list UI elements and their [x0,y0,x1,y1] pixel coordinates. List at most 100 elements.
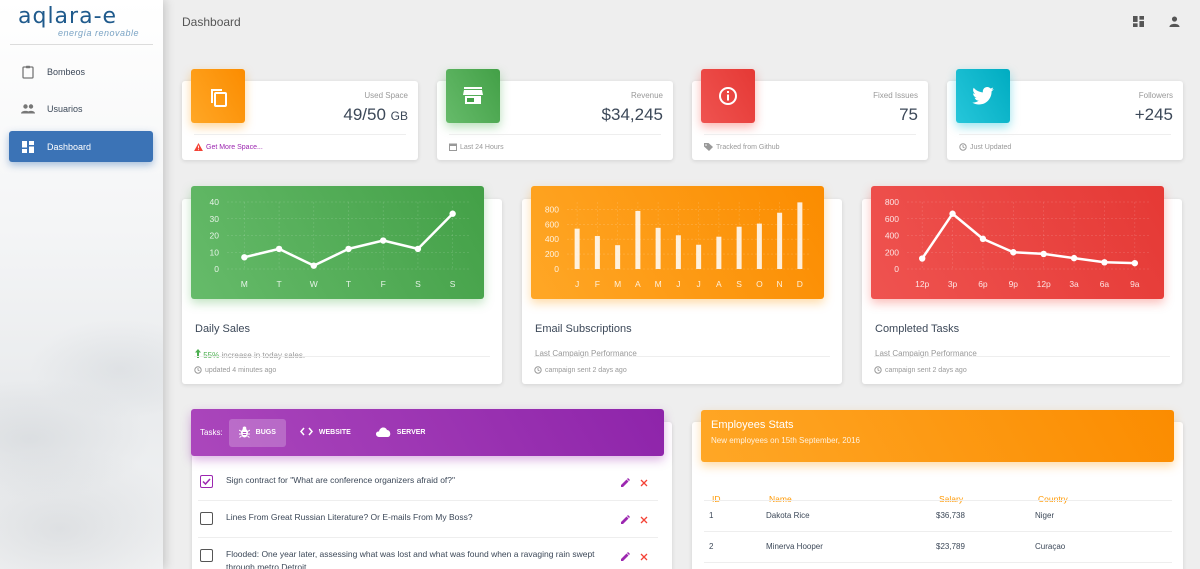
x-tick-label: 9a [1130,279,1140,289]
twitter-icon [956,69,1010,123]
column-header-country: Country [1038,494,1068,504]
chart-footer: campaign sent 2 days ago [874,356,1170,384]
clock-icon [534,365,542,376]
close-icon[interactable] [640,548,648,566]
tab-website[interactable]: WEBSITE [290,419,361,447]
page-title[interactable]: Dashboard [182,15,241,29]
chart-card-completed-tasks: 0 200 400 600 800 12p 3p 6p 9p 12p 3a 6a 9a Complete… [862,186,1182,384]
tasks-tabs-header: Tasks: BUGS WEBSITE SERVER [191,409,664,456]
close-icon[interactable] [640,474,648,492]
x-tick-label: 3a [1069,279,1079,289]
task-actions [621,511,648,529]
logo-text: aqlara-e [18,4,118,29]
bar [797,202,803,269]
cell-salary: $36,738 [936,511,965,520]
cell-id: 1 [709,511,714,520]
x-tick-label: S [736,279,742,289]
stat-value: $34,245 [601,105,663,124]
data-point [449,210,456,217]
y-tick-label: 800 [885,197,899,207]
x-tick-label: M [241,279,248,289]
task-row: Sign contract for "What are conference o… [198,465,658,501]
y-tick-label: 600 [545,219,559,229]
task-checkbox[interactable] [200,549,213,562]
update-icon [959,142,967,153]
bar [675,235,681,269]
task-text: Flooded: One year later, assessing what … [226,549,595,569]
data-point [918,255,926,262]
sidebar-item-label: Dashboard [47,141,92,152]
chart-title: Email Subscriptions [535,323,632,335]
sidebar-item-label: Bombeos [47,66,86,77]
x-tick-label: A [716,279,722,289]
task-checkbox[interactable] [200,512,213,525]
edit-icon[interactable] [621,474,630,492]
tasks-label: Tasks: [200,428,223,437]
email-subscriptions-chart: 0 200 400 600 800 J F M A M J J A S O N D [531,186,824,299]
x-tick-label: 6p [978,279,988,289]
chart-title: Completed Tasks [875,323,960,335]
x-tick-label: O [756,279,763,289]
y-tick-label: 30 [210,214,220,224]
logo[interactable]: aqlara-e energía renovable [18,4,148,42]
data-point [979,235,987,243]
stat-footer: Get More Space... [194,134,406,160]
dashboard-icon[interactable] [1133,14,1145,27]
y-tick-label: 0 [894,264,899,274]
y-tick-label: 10 [210,247,220,257]
sidebar-item-bombeos[interactable]: Bombeos [9,56,153,87]
clipboard-icon [21,65,35,79]
get-more-space-link[interactable]: Get More Space... [206,144,263,151]
data-point [241,254,248,261]
clock-icon [874,365,882,376]
x-tick-label: M [655,279,662,289]
stat-category: Used Space [364,91,408,100]
chart-card-daily-sales: 0 10 20 30 40 M T W T F S S Daily Sales 55% increas… [182,186,502,384]
y-tick-label: 40 [210,197,220,207]
cell-id: 2 [709,542,714,551]
edit-icon[interactable] [621,511,630,529]
sidebar-item-dashboard[interactable]: Dashboard [9,131,153,162]
chart-title: Daily Sales [195,323,251,335]
person-icon[interactable] [1169,14,1181,27]
chart-category: Last Campaign Performance [535,349,637,358]
task-row: Lines From Great Russian Literature? Or … [198,502,658,538]
data-point [1131,259,1139,267]
cloud-icon [375,426,391,439]
close-icon[interactable] [640,511,648,529]
cell-country: Curaçao [1035,542,1066,551]
task-checkbox[interactable] [200,475,213,488]
column-header-salary: Salary [939,494,964,504]
column-header-id: ID [712,494,721,504]
x-tick-label: 12p [915,279,929,289]
y-tick-label: 0 [554,264,559,274]
chart-footer: updated 4 minutes ago [194,356,490,384]
edit-icon[interactable] [621,548,630,566]
column-header-name: Name [769,494,792,504]
sidebar: aqlara-e energía renovable Bombeos Usuar… [0,0,163,569]
x-tick-label: N [777,279,783,289]
x-tick-label: J [697,279,701,289]
warning-icon [194,142,203,153]
tab-bugs[interactable]: BUGS [228,418,286,447]
bar [655,227,661,269]
sidebar-item-usuarios[interactable]: Usuarios [9,93,153,124]
code-icon [299,427,313,438]
completed-tasks-chart: 0 200 400 600 800 12p 3p 6p 9p 12p 3a 6a 9a [871,186,1164,299]
task-text: Lines From Great Russian Literature? Or … [226,512,473,522]
bar [615,245,621,269]
stat-footer: Just Updated [959,134,1171,160]
x-tick-label: M [614,279,621,289]
stat-footer: Last 24 Hours [449,134,661,160]
tab-server[interactable]: SERVER [365,419,436,447]
y-tick-label: 600 [885,214,899,224]
cell-name: Minerva Hooper [766,542,823,551]
x-tick-label: A [635,279,641,289]
x-tick-label: W [310,279,318,289]
employees-header: Employees Stats New employees on 15th Se… [701,410,1174,462]
bar [635,210,641,269]
bar [594,236,600,269]
data-point [275,245,283,253]
bar [736,226,742,269]
chart-card-email-subscriptions: 0 200 400 600 800 J F M A M J J A S O N D Email Subscrip… [522,186,842,384]
